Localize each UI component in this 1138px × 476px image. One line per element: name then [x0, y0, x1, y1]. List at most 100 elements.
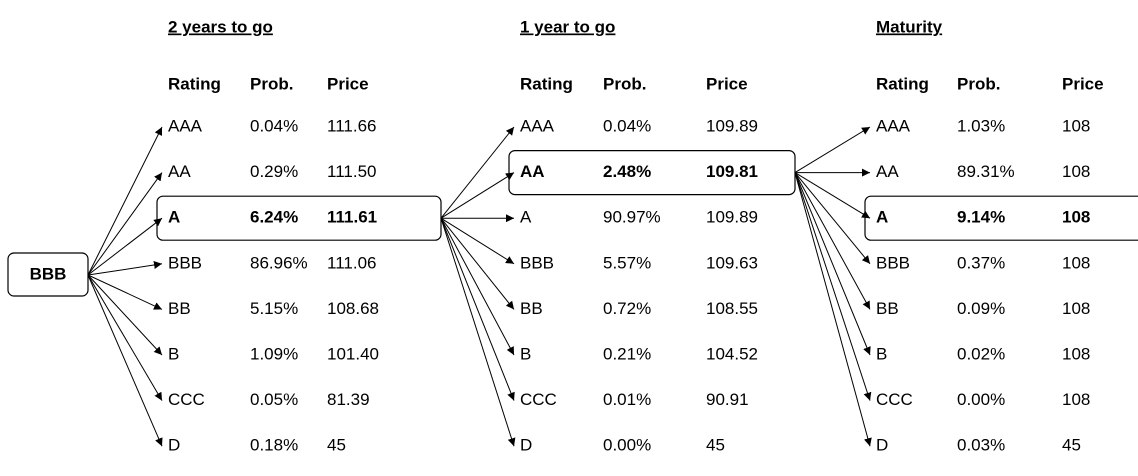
- cell: 1.09%: [250, 344, 298, 363]
- cell: 109.81: [706, 162, 758, 181]
- arrow: [440, 217, 515, 265]
- cell: 0.21%: [603, 344, 651, 363]
- cell: 1.03%: [957, 116, 1005, 135]
- arrow: [794, 172, 871, 219]
- cell: BB: [168, 299, 191, 318]
- arrow: [794, 172, 871, 310]
- cell: 81.39: [327, 390, 370, 409]
- cell: 0.02%: [957, 344, 1005, 363]
- cell: 5.57%: [603, 253, 651, 272]
- cell: 108: [1062, 162, 1090, 181]
- column-header: Price: [1062, 74, 1104, 93]
- cell: 108: [1062, 253, 1090, 272]
- arrow: [794, 172, 871, 356]
- cell: D: [168, 436, 180, 455]
- cell: 111.50: [327, 162, 376, 181]
- arrow: [440, 126, 515, 219]
- cell: 109.89: [706, 208, 758, 227]
- cell: BBB: [168, 253, 202, 272]
- cell: B: [168, 344, 179, 363]
- arrow: [440, 217, 515, 310]
- cell: 109.63: [706, 253, 758, 272]
- cell: 108: [1062, 299, 1090, 318]
- cell: 108: [1062, 116, 1090, 135]
- arrow: [794, 172, 871, 265]
- arrow: [87, 274, 163, 310]
- cell: 90.97%: [603, 208, 661, 227]
- cell: AAA: [168, 116, 203, 135]
- cell: 108.55: [706, 299, 758, 318]
- cell: D: [520, 436, 532, 455]
- arrow: [87, 261, 163, 276]
- cell: 0.00%: [603, 436, 651, 455]
- cell: 108: [1062, 390, 1090, 409]
- cell: 6.24%: [250, 208, 298, 227]
- arrow: [440, 217, 515, 356]
- cell: AA: [520, 162, 545, 181]
- cell: CCC: [520, 390, 557, 409]
- cell: 0.29%: [250, 162, 298, 181]
- cell: 108: [1062, 208, 1090, 227]
- cell: BBB: [876, 253, 910, 272]
- cell: A: [520, 208, 532, 227]
- cell: 0.37%: [957, 253, 1005, 272]
- cell: 101.40: [327, 344, 379, 363]
- highlight-box: [156, 195, 442, 241]
- cell: 45: [327, 436, 346, 455]
- cell: 0.72%: [603, 299, 651, 318]
- cell: B: [876, 344, 887, 363]
- column-header: Prob.: [250, 74, 293, 93]
- cell: 111.06: [327, 253, 376, 272]
- arrow: [87, 274, 163, 401]
- cell: 0.04%: [603, 116, 651, 135]
- column-header: Price: [327, 74, 369, 93]
- cell: AAA: [876, 116, 911, 135]
- arrow: [87, 217, 163, 276]
- cell: 108: [1062, 344, 1090, 363]
- column-header: Rating: [520, 74, 573, 93]
- column-header: Prob.: [957, 74, 1000, 93]
- cell: 109.89: [706, 116, 758, 135]
- cell: 45: [1062, 436, 1081, 455]
- arrow: [87, 172, 163, 276]
- arrow: [87, 274, 163, 356]
- root-label: BBB: [30, 264, 67, 283]
- cell: CCC: [168, 390, 205, 409]
- stage-title: 1 year to go: [520, 17, 615, 36]
- cell: BBB: [520, 253, 554, 272]
- cell: 2.48%: [603, 162, 651, 181]
- cell: AAA: [520, 116, 555, 135]
- arrow: [794, 172, 872, 447]
- arrow: [440, 218, 516, 447]
- cell: 0.01%: [603, 390, 651, 409]
- arrow: [87, 126, 163, 276]
- cell: 9.14%: [957, 208, 1005, 227]
- column-header: Rating: [168, 74, 221, 93]
- cell: 0.18%: [250, 436, 298, 455]
- cell: 0.04%: [250, 116, 298, 135]
- stage-title: Maturity: [876, 17, 943, 36]
- arrow: [440, 172, 515, 219]
- cell: 111.66: [327, 116, 376, 135]
- cell: 0.03%: [957, 436, 1005, 455]
- cell: 5.15%: [250, 299, 298, 318]
- highlight-box: [864, 195, 1138, 241]
- cell: 0.00%: [957, 390, 1005, 409]
- stage-title: 2 years to go: [168, 17, 273, 36]
- arrow: [440, 218, 515, 401]
- cell: 86.96%: [250, 253, 308, 272]
- cell: CCC: [876, 390, 913, 409]
- cell: B: [520, 344, 531, 363]
- cell: D: [876, 436, 888, 455]
- cell: 108.68: [327, 299, 379, 318]
- cell: AA: [168, 162, 191, 181]
- arrow: [87, 274, 163, 447]
- cell: 45: [706, 436, 725, 455]
- cell: 90.91: [706, 390, 749, 409]
- column-header: Price: [706, 74, 748, 93]
- cell: A: [876, 208, 888, 227]
- column-header: Rating: [876, 74, 929, 93]
- cell: 89.31%: [957, 162, 1015, 181]
- cell: 0.09%: [957, 299, 1005, 318]
